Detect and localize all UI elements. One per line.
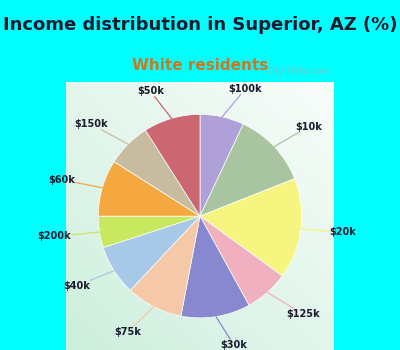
Text: Income distribution in Superior, AZ (%): Income distribution in Superior, AZ (%) [3,16,397,34]
Wedge shape [200,114,243,216]
Text: $10k: $10k [274,122,322,147]
Text: City-Data.com: City-Data.com [266,67,330,76]
Wedge shape [200,124,295,216]
Wedge shape [103,216,200,290]
Wedge shape [98,216,200,247]
Text: $60k: $60k [48,175,102,188]
Text: $20k: $20k [301,228,356,237]
Text: $100k: $100k [222,84,262,117]
Wedge shape [181,216,249,318]
Wedge shape [200,178,302,276]
Text: $75k: $75k [114,307,154,337]
Text: $40k: $40k [63,271,114,291]
Text: $50k: $50k [137,86,172,118]
Text: $125k: $125k [267,293,320,319]
Text: $30k: $30k [216,317,247,350]
Wedge shape [200,216,282,305]
Text: White residents: White residents [132,58,268,73]
Wedge shape [146,114,200,216]
Wedge shape [130,216,200,316]
Wedge shape [114,130,200,216]
Wedge shape [98,162,200,216]
Text: $150k: $150k [74,119,128,144]
Text: $200k: $200k [38,231,100,242]
